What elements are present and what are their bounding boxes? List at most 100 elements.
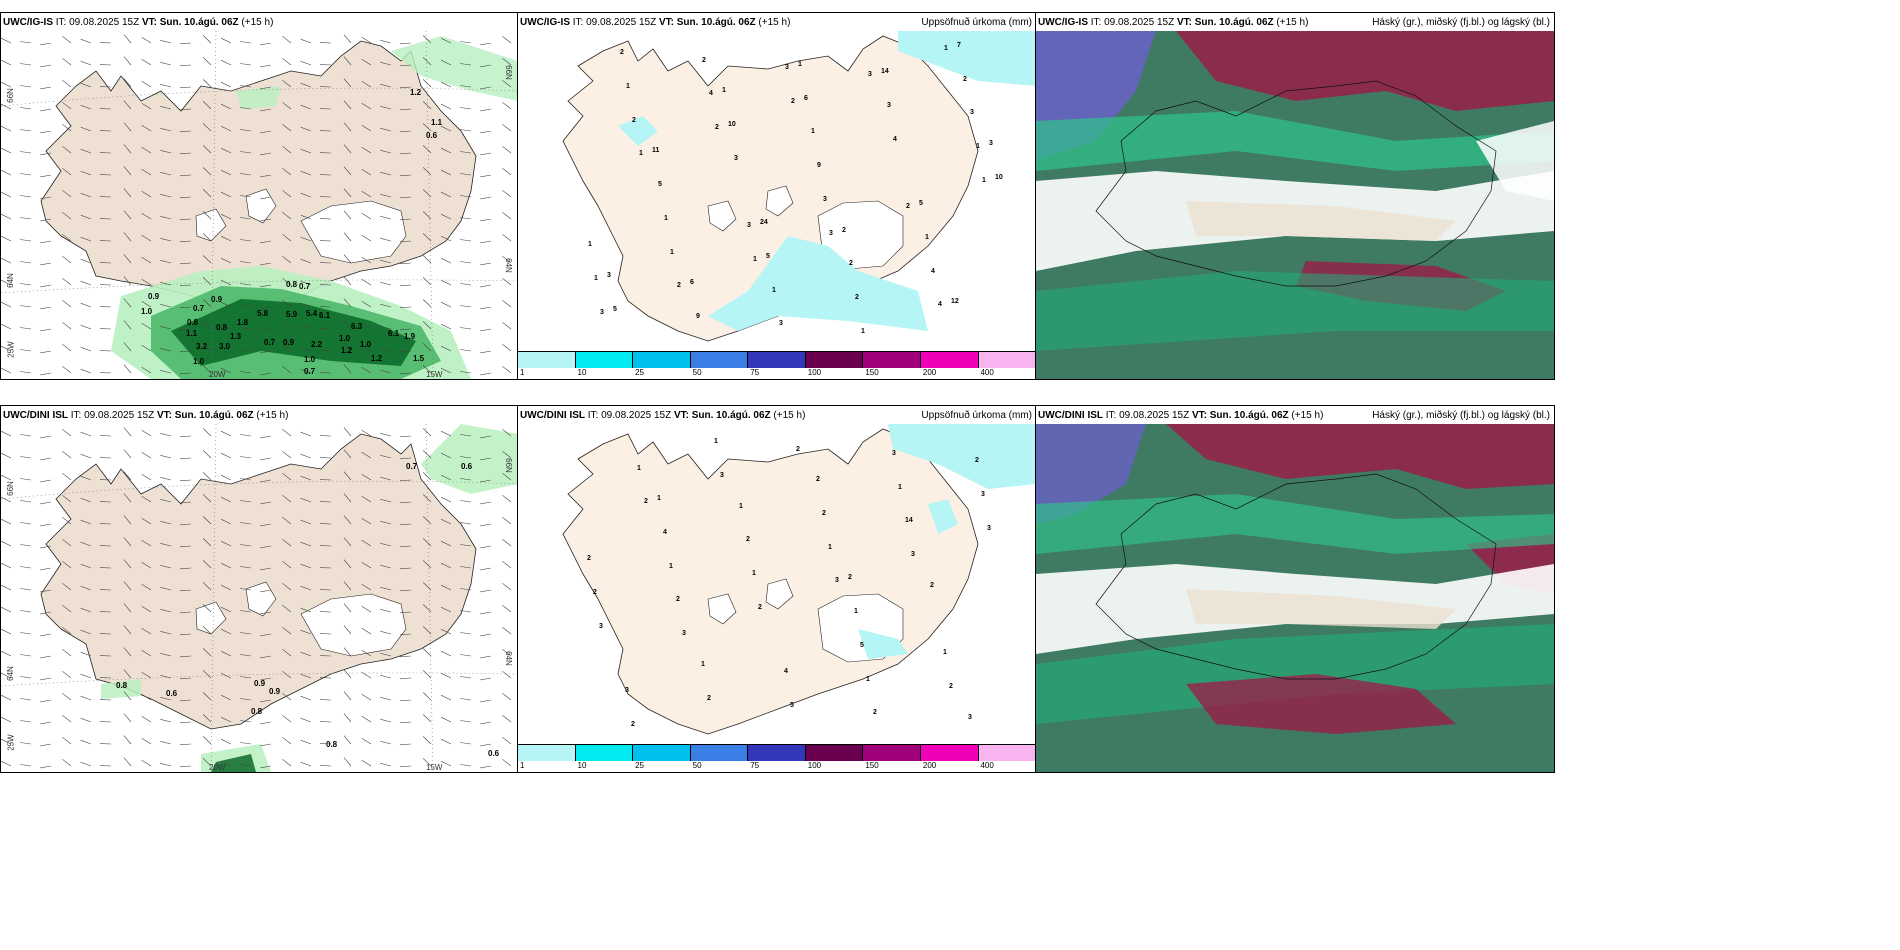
wind-barb [260, 196, 272, 200]
wind-value: 0.6 [488, 749, 500, 758]
wind-barb [399, 479, 412, 482]
wind-barb [62, 123, 72, 132]
wind-barb [502, 692, 512, 701]
rain-dark-area [211, 754, 256, 772]
wind-barb [300, 280, 312, 286]
wind-barb [160, 763, 172, 767]
wind-barb [240, 478, 252, 481]
wind-barb [380, 370, 392, 374]
wind-barb [123, 188, 132, 198]
wind-barb [220, 738, 232, 745]
wind-barb [240, 698, 252, 701]
precip-value: 2 [631, 721, 635, 728]
wind-barb [160, 128, 172, 132]
wind-barb [343, 78, 352, 88]
wind-barb [20, 588, 32, 591]
wind-barb [460, 283, 472, 286]
wind-barb [20, 349, 32, 352]
wind-barb [343, 515, 352, 525]
wind-barb [202, 758, 212, 767]
wind-barb [343, 625, 352, 635]
glacier [300, 593, 407, 657]
wind-barb [62, 343, 72, 352]
wind-barb [260, 328, 272, 332]
wind-barb [343, 276, 352, 286]
wind-barb [80, 453, 92, 459]
wind-barb [240, 41, 252, 44]
wind-barb [282, 472, 292, 481]
wind-barb [422, 582, 432, 591]
precip-value: 3 [747, 222, 751, 229]
wind-barb [220, 367, 232, 374]
wind-barb [1, 345, 12, 352]
init-time: IT: 09.08.2025 15Z [1088, 17, 1177, 28]
wind-value: 5.8 [257, 309, 269, 318]
wind-barb [240, 544, 252, 547]
wind-barb [361, 671, 372, 679]
wind-barb [282, 35, 292, 44]
wind-barb [422, 648, 432, 657]
wind-barb [343, 188, 352, 198]
wind-barb [20, 283, 32, 286]
wind-value: 6.3 [351, 322, 363, 331]
wind-barb [260, 655, 272, 659]
precip-value: 3 [779, 320, 783, 327]
wind-barb [460, 478, 472, 481]
wind-barb [361, 366, 372, 374]
wind-barb [260, 633, 272, 637]
wind-barb [460, 173, 472, 176]
wind-barb [440, 518, 452, 525]
wind-barb [300, 126, 312, 132]
wind-barb [141, 366, 152, 374]
wind-barb [399, 152, 412, 155]
precip-value: 1 [588, 241, 592, 248]
colorbar-tick: 75 [750, 368, 760, 377]
wind-barb [460, 720, 472, 723]
wind-barb [380, 455, 392, 459]
wind-barb [62, 189, 72, 198]
wind-barb [160, 587, 172, 591]
wind-barb [179, 721, 192, 724]
precip-value: 3 [785, 64, 789, 71]
wind-barb [343, 757, 352, 767]
init-time: IT: 09.08.2025 15Z [570, 17, 659, 28]
wind-barb [220, 59, 232, 66]
wind-barb [440, 650, 452, 657]
wind-barb [460, 129, 472, 132]
colorbar-tick: 200 [922, 368, 937, 377]
wind-barb [480, 457, 492, 461]
wind-barb [179, 501, 192, 504]
precip-value: 5 [790, 702, 794, 709]
wind-barb [260, 567, 272, 571]
wind-barb [282, 582, 292, 591]
wind-barb [62, 233, 72, 242]
wind-value: 0.9 [283, 338, 295, 347]
wind-barb [1, 584, 12, 591]
wind-barb [20, 632, 32, 635]
wind-value: 0.7 [264, 338, 276, 347]
wind-barb [343, 647, 352, 657]
wind-barb [40, 633, 52, 637]
wind-barb [123, 122, 132, 132]
wind-barb [460, 239, 472, 242]
wind-barb [1, 694, 12, 701]
wind-barb [240, 371, 252, 374]
wind-barb [160, 62, 172, 66]
wind-barb [300, 236, 312, 242]
wind-barb [80, 673, 92, 679]
valid-time: VT: Sun. 10.ágú. 06Z [658, 17, 756, 28]
wind-barb [40, 765, 52, 769]
wind-barb [361, 649, 372, 657]
wind-value: 3.2 [196, 342, 208, 351]
wind-barb [179, 545, 192, 548]
wind-barb [160, 433, 172, 437]
wind-barb [179, 262, 192, 265]
wind-barb [399, 196, 412, 199]
wind-barb [1, 125, 12, 132]
wind-barb [422, 714, 432, 723]
wind-barb [1, 562, 12, 569]
wind-barb [202, 343, 212, 352]
wind-values: 0.7 0.6 0.8 0.6 0.9 0.9 0.8 0.8 0.6 [116, 462, 500, 758]
wind-barb [343, 34, 352, 44]
wind-barb [260, 262, 272, 266]
